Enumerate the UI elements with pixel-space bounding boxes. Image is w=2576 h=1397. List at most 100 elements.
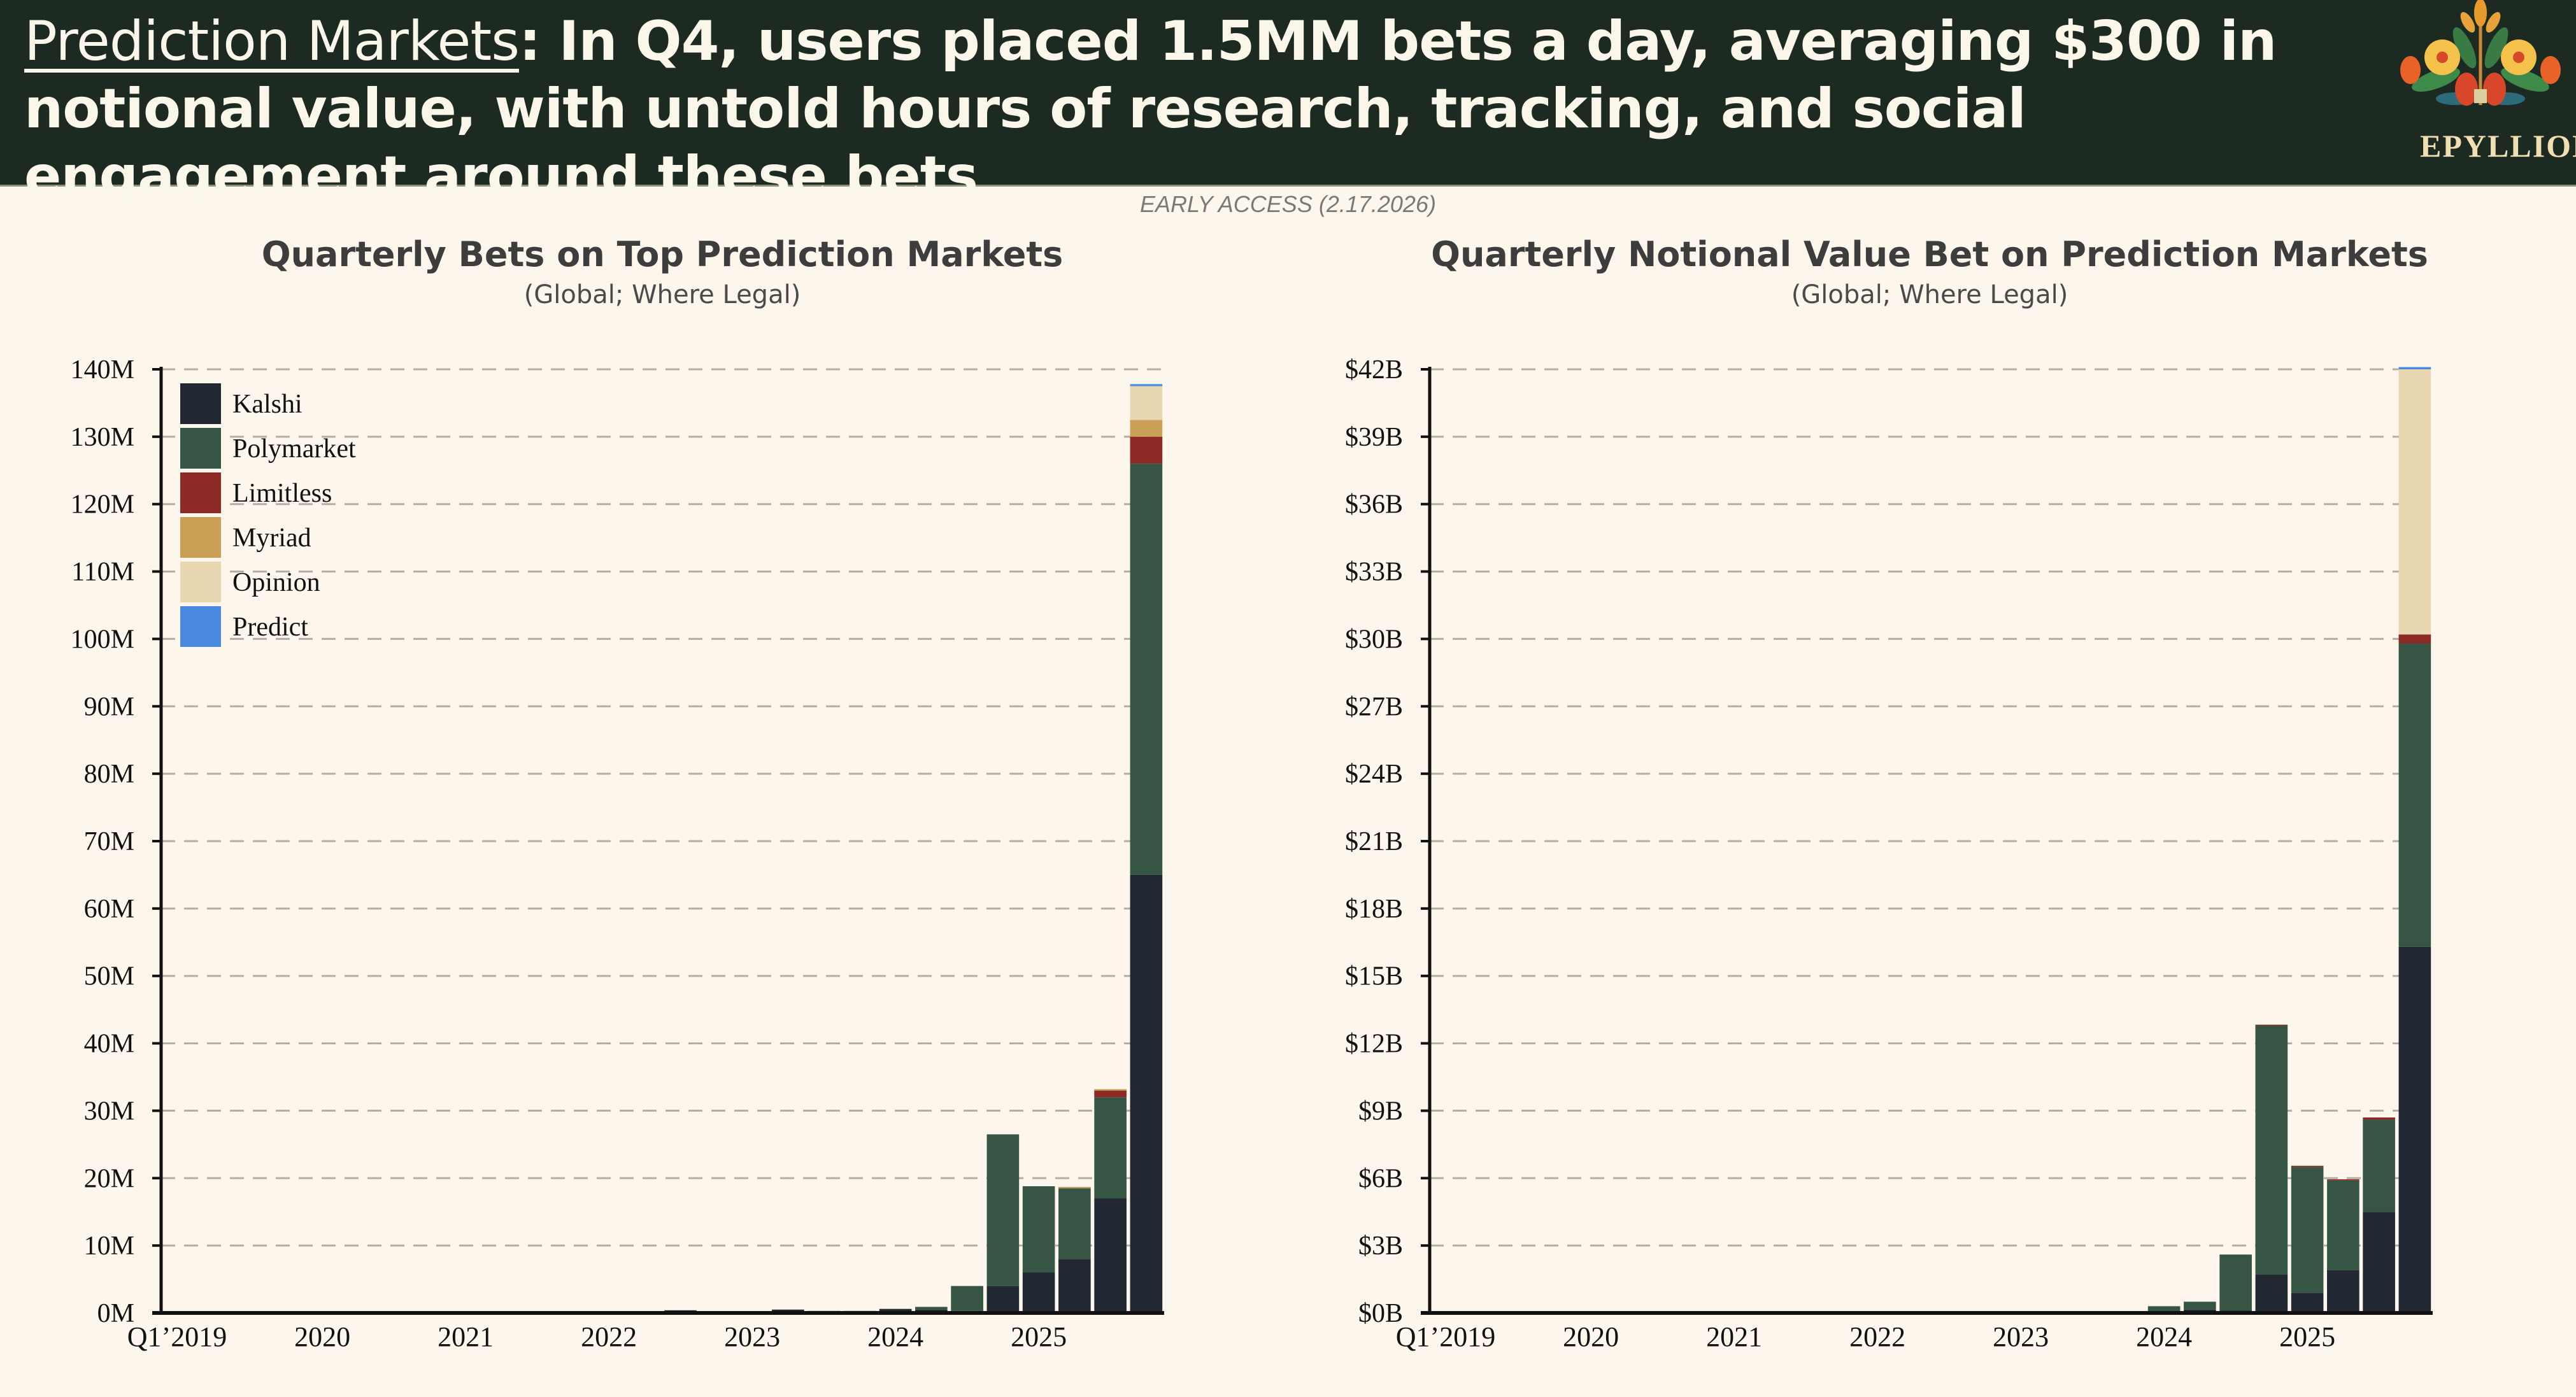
bar-kalshi (1058, 1259, 1091, 1313)
y-tick-label: 0M (97, 1299, 134, 1328)
y-tick-label: $12B (1345, 1030, 1403, 1059)
y-tick-label: $30B (1345, 625, 1403, 654)
y-tick-label: $21B (1345, 827, 1403, 856)
legend-label-limitless: Limitless (232, 479, 332, 508)
bar-myriad (1094, 1089, 1127, 1091)
bar-limitless (2291, 1165, 2324, 1167)
chart-2-title: Quarterly Notional Value Bet on Predicti… (1431, 234, 2428, 274)
headline-rest: : In Q4, users placed 1.5MM bets a day, … (24, 10, 2277, 208)
legend-swatch-opinion (180, 562, 221, 602)
bar-opinion (2398, 369, 2431, 635)
chart-1-title: Quarterly Bets on Top Prediction Markets (261, 234, 1064, 274)
bar-kalshi (1094, 1198, 1127, 1313)
y-tick-label: 90M (84, 692, 134, 721)
legend-swatch-predict (180, 606, 221, 647)
bar-polymarket (2363, 1119, 2395, 1212)
bar-predict (2398, 367, 2431, 369)
legend-swatch-myriad (180, 517, 221, 558)
bar-polymarket (1130, 464, 1163, 875)
bar-polymarket (951, 1286, 983, 1311)
legend-label-predict: Predict (232, 613, 308, 642)
x-tick-label: 2023 (1993, 1321, 2049, 1352)
x-tick-label: Q1’2019 (127, 1321, 227, 1352)
legend-label-kalshi: Kalshi (232, 390, 302, 419)
chart-2-subtitle: (Global; Where Legal) (1791, 280, 2068, 309)
bar-limitless (2398, 634, 2431, 644)
bar-limitless (1130, 436, 1163, 464)
legend-label-opinion: Opinion (232, 568, 320, 597)
y-tick-label: 40M (84, 1030, 134, 1059)
legend-swatch-polymarket (180, 428, 221, 469)
y-tick-label: $36B (1345, 490, 1403, 520)
legend-label-myriad: Myriad (232, 523, 311, 553)
y-tick-label: $27B (1345, 692, 1403, 721)
y-tick-label: $6B (1358, 1164, 1403, 1193)
bar-polymarket (1094, 1097, 1127, 1199)
bar-polymarket (2219, 1254, 2252, 1311)
x-tick-label: 2023 (724, 1321, 780, 1352)
y-tick-label: $39B (1345, 423, 1403, 452)
x-tick-label: 2024 (867, 1321, 923, 1352)
bar-kalshi (2398, 946, 2431, 1313)
y-tick-label: 130M (71, 423, 134, 452)
bar-limitless (1094, 1090, 1127, 1098)
bar-polymarket (1058, 1188, 1091, 1259)
y-tick-label: $0B (1358, 1299, 1403, 1328)
y-tick-label: 100M (71, 625, 134, 654)
x-tick-label: 2020 (294, 1321, 350, 1352)
headline: Prediction Markets: In Q4, users placed … (24, 8, 2380, 210)
bar-limitless (2363, 1117, 2395, 1120)
y-tick-label: $33B (1345, 558, 1403, 587)
headline-lead: Prediction Markets (24, 10, 520, 73)
logo-text: EPYLLION (2420, 128, 2576, 164)
y-tick-label: $18B (1345, 895, 1403, 924)
bar-polymarket (2255, 1025, 2288, 1275)
y-tick-label: 20M (84, 1164, 134, 1193)
y-tick-label: $15B (1345, 962, 1403, 991)
bar-polymarket (2327, 1180, 2359, 1270)
bar-myriad (1130, 420, 1163, 437)
early-access-label: EARLY ACCESS (2.17.2026) (1140, 191, 1436, 217)
y-tick-label: $42B (1345, 355, 1403, 385)
y-tick-label: $24B (1345, 760, 1403, 789)
bets-chart: 0M 10M 20M 30M 40M 50M 60M 70M 80M 90M 100M 110M 120… (71, 355, 1164, 1352)
bar-polymarket (2398, 643, 2431, 947)
bar-myriad (1058, 1187, 1091, 1189)
y-tick-label: $9B (1358, 1096, 1403, 1126)
x-tick-label: Q1’2019 (1396, 1321, 1495, 1352)
y-tick-label: $3B (1358, 1231, 1403, 1261)
y-tick-label: 30M (84, 1096, 134, 1126)
header-banner: Prediction Markets: In Q4, users placed … (0, 0, 2576, 208)
bar-limitless (2327, 1179, 2359, 1181)
notional-value-chart: $0B $3B $6B $9B $12B $15B $18B $21B $24B $27B $30B… (1345, 355, 2433, 1352)
bar-polymarket (915, 1307, 948, 1310)
bar-kalshi (2291, 1293, 2324, 1313)
x-tick-label: 2025 (2279, 1321, 2335, 1352)
bar-kalshi (1022, 1272, 1055, 1313)
x-tick-label: 2020 (1563, 1321, 1619, 1352)
x-tick-label: 2022 (581, 1321, 637, 1352)
legend-swatch-limitless (180, 472, 221, 513)
bar-opinion (1130, 386, 1163, 420)
bar-limitless (2255, 1025, 2288, 1026)
chart-1-subtitle: (Global; Where Legal) (523, 280, 801, 309)
x-tick-label: 2021 (1706, 1321, 1762, 1352)
y-tick-label: 10M (84, 1231, 134, 1261)
y-tick-label: 140M (71, 355, 134, 385)
y-tick-label: 50M (84, 962, 134, 991)
x-tick-label: 2022 (1849, 1321, 1905, 1352)
bar-kalshi (2363, 1212, 2395, 1313)
bar-kalshi (1130, 874, 1163, 1313)
y-tick-label: 80M (84, 760, 134, 789)
bar-polymarket (986, 1134, 1020, 1286)
x-tick-label: 2024 (2136, 1321, 2192, 1352)
y-tick-label: 70M (84, 827, 134, 856)
bar-polymarket (2184, 1301, 2216, 1310)
y-tick-label: 120M (71, 490, 134, 520)
floral-logo-icon (2400, 0, 2561, 106)
bar-kalshi (879, 1308, 912, 1313)
y-tick-label: 110M (71, 558, 134, 587)
x-tick-label: 2021 (438, 1321, 494, 1352)
y-tick-label: 60M (84, 895, 134, 924)
bar-kalshi (2327, 1270, 2359, 1313)
